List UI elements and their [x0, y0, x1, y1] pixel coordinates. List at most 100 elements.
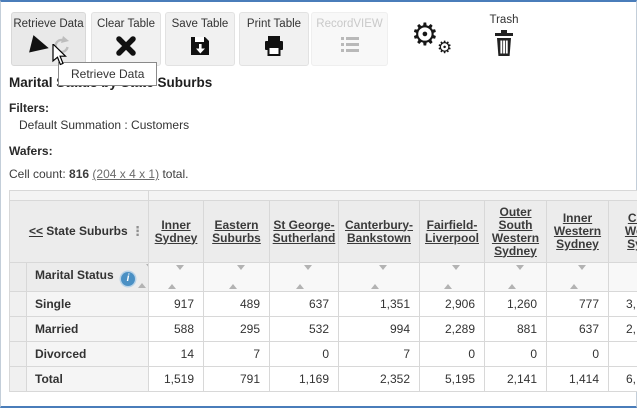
row-label: Total [26, 366, 149, 392]
cell-count-suffix: total. [159, 167, 189, 181]
column-header[interactable]: Central Western Sydney [608, 200, 637, 263]
table-row: Divorced 14 7 0 7 0 0 0 [9, 341, 637, 367]
cell-count-value: 816 [69, 167, 90, 181]
save-icon [166, 35, 234, 60]
column-header[interactable]: Eastern Suburbs [203, 200, 270, 263]
table-row-total: Total 1,519 791 1,169 2,352 5,195 2,141 … [9, 366, 637, 392]
sort-cell[interactable] [608, 262, 637, 292]
row-dimension-label: Marital Status [35, 268, 114, 282]
retrieve-data-tooltip: Retrieve Data [58, 62, 158, 86]
data-cell: 489 [203, 291, 270, 317]
data-cell: 2,141 [484, 366, 547, 392]
save-table-label: Save Table [171, 18, 229, 30]
print-table-label: Print Table [246, 18, 302, 30]
column-header[interactable]: Inner Western Sydney [546, 200, 609, 263]
sort-cell[interactable] [546, 262, 609, 292]
row-label: Single [26, 291, 149, 317]
crosstab-table: << State Suburbs ⋮ Inner Sydney Eastern … [9, 190, 637, 398]
column-header[interactable]: Outer South Western Sydney [484, 200, 547, 263]
sort-cell[interactable] [148, 262, 204, 292]
sort-icon[interactable] [138, 263, 148, 288]
data-cell: 2,352 [338, 366, 420, 392]
sort-row: Marital Status i ⋮ [9, 262, 637, 292]
data-cell [608, 341, 637, 367]
trash-label: Trash [489, 14, 519, 26]
data-cell: 1,351 [338, 291, 420, 317]
data-cell: 2, [608, 316, 637, 342]
data-cell: 637 [269, 291, 339, 317]
cell-count-prefix: Cell count: [9, 167, 70, 181]
sort-cell[interactable] [338, 262, 420, 292]
print-icon [240, 35, 308, 60]
clear-x-icon [92, 35, 160, 60]
data-cell: 881 [484, 316, 547, 342]
corner-cell: << State Suburbs ⋮ [9, 200, 149, 263]
sort-cell[interactable] [484, 262, 547, 292]
data-cell: 0 [484, 341, 547, 367]
retrieve-arrow-icon [12, 35, 85, 62]
data-cell: 1,519 [148, 366, 204, 392]
data-cell: 7 [338, 341, 420, 367]
corner-kebab-icon[interactable]: ⋮ [131, 224, 144, 240]
data-cell: 588 [148, 316, 204, 342]
data-cell: 5,195 [419, 366, 485, 392]
data-cell: 0 [419, 341, 485, 367]
data-cell: 637 [546, 316, 609, 342]
corner-label: State Suburbs [46, 223, 128, 238]
data-cell: 777 [546, 291, 609, 317]
row-gutter [9, 262, 27, 292]
sort-icon [371, 265, 387, 290]
table-row: Married 588 295 532 994 2,289 881 637 2, [9, 316, 637, 342]
row-gutter [9, 341, 27, 367]
recordview-button: RecordVIEW [311, 12, 388, 66]
sort-icon [296, 265, 312, 290]
data-cell: 0 [546, 341, 609, 367]
row-label: Married [26, 316, 149, 342]
info-icon[interactable]: i [121, 272, 136, 286]
sort-cell[interactable] [419, 262, 485, 292]
data-cell: 2,906 [419, 291, 485, 317]
sort-cell[interactable] [269, 262, 339, 292]
row-gutter [9, 316, 27, 342]
row-dimension-cell: Marital Status i ⋮ [26, 262, 149, 292]
column-header[interactable]: Inner Sydney [148, 200, 204, 263]
data-cell: 2,289 [419, 316, 485, 342]
column-header[interactable]: Fairfield-Liverpool [419, 200, 485, 263]
refresh-icon [60, 36, 69, 43]
data-cell: 14 [148, 341, 204, 367]
data-cell: 6, [608, 366, 637, 392]
trash-button[interactable]: Trash [481, 14, 527, 62]
column-header[interactable]: St George-Sutherland [269, 200, 339, 263]
cell-count-link[interactable]: (204 x 4 x 1) [92, 167, 160, 181]
row-gutter [9, 291, 27, 317]
data-cell: 3, [608, 291, 637, 317]
data-cell: 917 [148, 291, 204, 317]
settings-gears-icon[interactable]: ⚙ ⚙ [411, 17, 453, 58]
data-cell: 1,414 [546, 366, 609, 392]
data-cell: 1,260 [484, 291, 547, 317]
clear-table-button[interactable]: Clear Table [91, 12, 161, 66]
sort-icon [569, 265, 586, 290]
data-cell: 1,169 [269, 366, 339, 392]
collapse-columns-link[interactable]: << [28, 223, 43, 238]
column-header[interactable]: Canterbury-Bankstown [338, 200, 420, 263]
cell-count-line: Cell count: 816 (204 x 4 x 1) total. [9, 167, 188, 181]
recordview-list-icon [312, 35, 387, 59]
filters-label: Filters: [9, 101, 50, 115]
retrieve-data-button[interactable]: Retrieve Data [11, 12, 86, 66]
row-label: Divorced [26, 341, 149, 367]
row-gutter [9, 366, 27, 392]
data-cell: 994 [338, 316, 420, 342]
sort-icon [168, 265, 184, 290]
recordview-label: RecordVIEW [316, 18, 383, 30]
data-cell: 295 [203, 316, 270, 342]
print-table-button[interactable]: Print Table [239, 12, 309, 66]
sort-icon [507, 265, 524, 290]
sort-cell[interactable] [203, 262, 270, 292]
sort-icon [228, 265, 245, 290]
trash-icon [493, 30, 515, 61]
save-table-button[interactable]: Save Table [165, 12, 235, 66]
cursor-pointer-icon [52, 42, 68, 71]
retrieve-data-label: Retrieve Data [13, 18, 84, 30]
wafers-label: Wafers: [9, 144, 53, 158]
